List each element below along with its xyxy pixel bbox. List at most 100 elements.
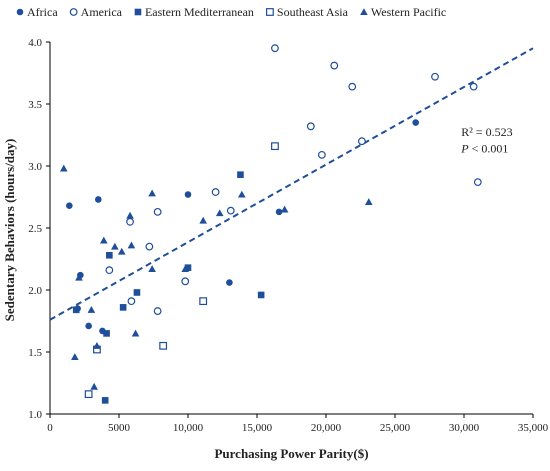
- data-point: [95, 196, 102, 203]
- data-point: [100, 236, 108, 244]
- data-point: [257, 291, 265, 299]
- data-point: [330, 61, 339, 70]
- legend-marker: [360, 8, 368, 16]
- data-point: [127, 241, 136, 249]
- data-point: [145, 242, 154, 251]
- data-point: [317, 150, 326, 159]
- legend-item: Western Pacific: [360, 5, 446, 19]
- x-tick-label: 10,000: [173, 422, 204, 434]
- data-point: [181, 277, 190, 286]
- data-point: [111, 242, 119, 250]
- data-point: [181, 265, 190, 272]
- data-point: [469, 82, 478, 91]
- data-point: [119, 304, 127, 311]
- legend-item: America: [69, 5, 123, 19]
- data-point: [87, 306, 96, 313]
- data-point: [226, 279, 233, 286]
- legend-marker: [16, 8, 24, 16]
- data-point: [226, 206, 235, 215]
- data-point: [133, 289, 141, 296]
- data-point: [101, 397, 109, 404]
- data-point: [60, 164, 68, 172]
- data-points: [60, 44, 482, 404]
- data-point: [72, 306, 80, 314]
- data-point: [71, 353, 79, 360]
- data-point: [148, 189, 156, 197]
- data-point: [280, 205, 289, 213]
- p-value-text: < 0.001: [469, 141, 509, 155]
- legend-item: Africa: [16, 5, 58, 19]
- x-tick-label: 35,000: [518, 422, 549, 434]
- y-ticks: 1.0 1.5 2.0 2.5 3.0 3.5 4.0: [28, 37, 50, 421]
- y-tick-label: 3.5: [28, 99, 42, 111]
- x-tick-label: 20,000: [311, 422, 342, 434]
- legend-label: Southeast Asia: [277, 5, 349, 19]
- x-tick-label: 25,000: [380, 422, 411, 434]
- y-axis-title: Sedentary Behaviors (hours/day): [2, 139, 17, 322]
- legend-label: America: [81, 5, 123, 19]
- data-point: [85, 322, 92, 330]
- legend-marker: [69, 8, 78, 16]
- x-ticks: 0 5000 10,000 15,000 20,000 25,000 30,000 35,00…: [47, 414, 549, 434]
- data-point: [271, 142, 279, 151]
- data-point: [211, 188, 220, 196]
- data-point: [199, 297, 208, 306]
- data-point: [473, 178, 482, 187]
- data-point: [126, 217, 134, 226]
- data-point: [131, 329, 140, 337]
- data-point: [364, 198, 373, 205]
- x-tick-label: 0: [47, 422, 53, 434]
- data-point: [306, 122, 315, 131]
- data-point: [84, 390, 93, 399]
- data-point: [153, 207, 162, 216]
- data-point: [237, 171, 244, 178]
- series-western-pacific: [60, 164, 373, 390]
- y-tick-label: 4.0: [28, 37, 42, 49]
- data-point: [184, 264, 192, 271]
- data-point: [105, 266, 114, 275]
- data-point: [412, 119, 420, 126]
- legend: Africa America Eastern Mediterranean Southe…: [16, 5, 446, 19]
- series-africa: [66, 119, 420, 335]
- x-tick-label: 30,000: [449, 422, 480, 434]
- data-point: [215, 209, 224, 217]
- data-point: [127, 297, 136, 306]
- p-value-symbol: P: [460, 141, 469, 155]
- legend-label: Africa: [27, 5, 58, 19]
- y-tick-label: 2.0: [28, 285, 42, 297]
- data-point: [148, 265, 156, 272]
- series-eastern-mediterranean: [72, 171, 265, 404]
- y-tick-label: 1.0: [28, 409, 42, 421]
- x-axis-title: Purchasing Power Parity($): [214, 446, 368, 461]
- data-point: [271, 44, 279, 53]
- data-point: [103, 330, 110, 337]
- data-point: [238, 190, 246, 198]
- series-southeast-asia: [84, 142, 279, 399]
- legend-marker: [134, 8, 142, 16]
- data-point: [66, 202, 73, 209]
- y-tick-label: 1.5: [28, 347, 42, 359]
- axes: 0 5000 10,000 15,000 20,000 25,000 30,000 35,00…: [28, 37, 548, 434]
- trendline: [49, 47, 534, 321]
- data-point: [75, 273, 83, 281]
- y-tick-label: 3.0: [28, 161, 42, 173]
- legend-label: Western Pacific: [371, 5, 446, 19]
- data-point: [159, 341, 168, 350]
- data-point: [93, 342, 101, 349]
- data-point: [431, 72, 439, 81]
- data-point: [275, 208, 283, 216]
- data-point: [117, 247, 126, 255]
- series-america: [105, 44, 482, 315]
- r-squared-annotation: R² = 0.523: [461, 125, 512, 139]
- legend-item: Southeast Asia: [266, 5, 349, 19]
- p-value-annotation: P < 0.001: [460, 141, 508, 155]
- x-tick-label: 15,000: [242, 422, 273, 434]
- legend-item: Eastern Mediterranean: [134, 5, 254, 19]
- data-point: [153, 307, 162, 315]
- data-point: [184, 191, 192, 198]
- x-tick-label: 5000: [108, 422, 131, 434]
- data-point: [348, 82, 357, 91]
- data-point: [106, 251, 113, 259]
- data-point: [357, 137, 366, 146]
